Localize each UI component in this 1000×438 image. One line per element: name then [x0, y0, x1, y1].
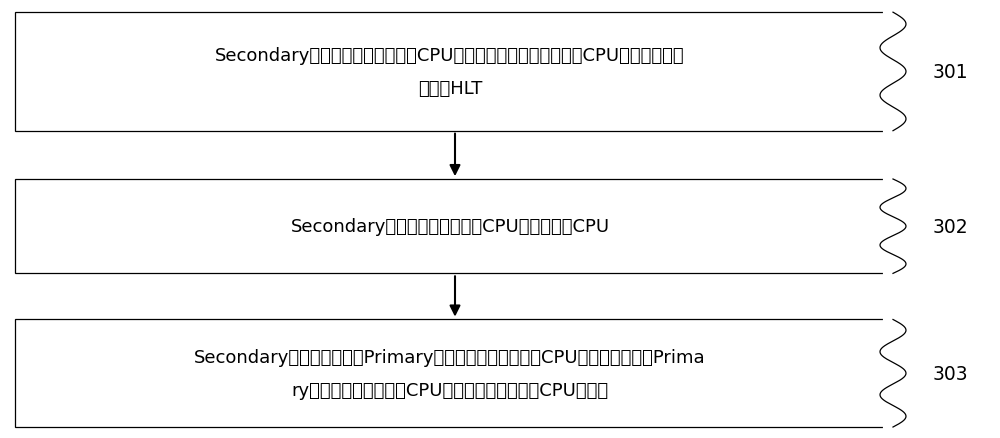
- Text: Secondary操作系统实例向Primary操作系统实例发送目标CPU的标识，以使得Prima: Secondary操作系统实例向Primary操作系统实例发送目标CPU的标识，…: [194, 348, 706, 366]
- Text: 停指令HLT: 停指令HLT: [418, 80, 482, 98]
- Text: 302: 302: [933, 217, 969, 236]
- Text: Secondary操作系统实例清空目标CPU上的工作队列，以使得目标CPU执行处理器暂: Secondary操作系统实例清空目标CPU上的工作队列，以使得目标CPU执行处…: [215, 46, 685, 65]
- Text: Secondary操作系统实例将目标CPU标识为空闲CPU: Secondary操作系统实例将目标CPU标识为空闲CPU: [290, 218, 610, 236]
- Polygon shape: [15, 13, 885, 131]
- Text: 303: 303: [933, 364, 969, 383]
- Text: ry操作系统实例将目标CPU存储到多处理系统的CPU资源池: ry操作系统实例将目标CPU存储到多处理系统的CPU资源池: [291, 381, 609, 399]
- Text: 301: 301: [933, 63, 969, 82]
- Polygon shape: [15, 320, 885, 427]
- Polygon shape: [15, 180, 885, 274]
